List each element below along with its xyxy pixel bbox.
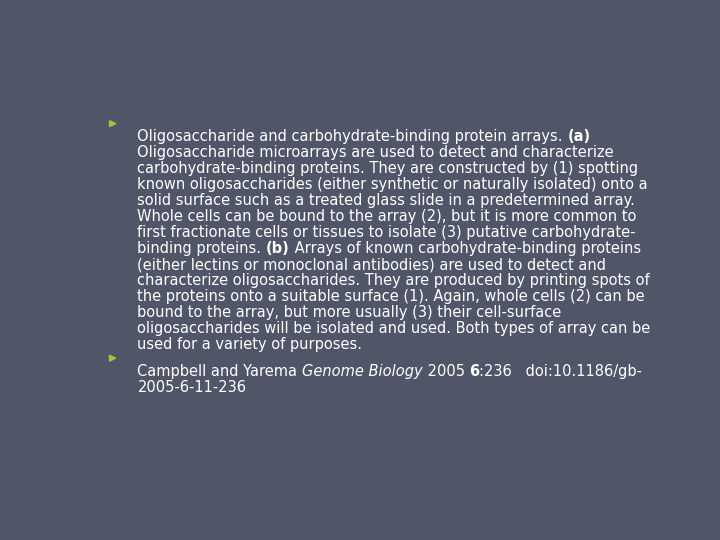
Text: (a): (a)	[567, 129, 590, 144]
Polygon shape	[109, 120, 116, 127]
Text: Genome Biology: Genome Biology	[302, 364, 423, 379]
Text: Arrays of known carbohydrate-binding proteins: Arrays of known carbohydrate-binding pro…	[290, 241, 641, 256]
Text: Campbell and Yarema: Campbell and Yarema	[138, 364, 302, 379]
Text: Whole cells can be bound to the array (2), but it is more common to: Whole cells can be bound to the array (2…	[138, 210, 636, 224]
Text: 2005: 2005	[423, 364, 469, 379]
Text: binding proteins.: binding proteins.	[138, 241, 266, 256]
Text: characterize oligosaccharides. They are produced by printing spots of: characterize oligosaccharides. They are …	[138, 273, 650, 288]
Text: solid surface such as a treated glass slide in a predetermined array.: solid surface such as a treated glass sl…	[138, 193, 635, 208]
Text: (either lectins or monoclonal antibodies) are used to detect and: (either lectins or monoclonal antibodies…	[138, 258, 606, 272]
Polygon shape	[109, 355, 116, 361]
Text: Oligosaccharide and carbohydrate-binding protein arrays.: Oligosaccharide and carbohydrate-binding…	[138, 129, 567, 144]
Text: used for a variety of purposes.: used for a variety of purposes.	[138, 338, 362, 353]
Text: 2005-6-11-236: 2005-6-11-236	[138, 380, 246, 395]
Text: the proteins onto a suitable surface (1). Again, whole cells (2) can be: the proteins onto a suitable surface (1)…	[138, 289, 645, 305]
Text: carbohydrate-binding proteins. They are constructed by (1) spotting: carbohydrate-binding proteins. They are …	[138, 161, 639, 176]
Text: known oligosaccharides (either synthetic or naturally isolated) onto a: known oligosaccharides (either synthetic…	[138, 177, 648, 192]
Text: :236   doi:10.1186/gb-: :236 doi:10.1186/gb-	[480, 364, 642, 379]
Text: (b): (b)	[266, 241, 290, 256]
Text: Oligosaccharide microarrays are used to detect and characterize: Oligosaccharide microarrays are used to …	[138, 145, 614, 160]
Text: first fractionate cells or tissues to isolate (3) putative carbohydrate-: first fractionate cells or tissues to is…	[138, 225, 636, 240]
Text: oligosaccharides will be isolated and used. Both types of array can be: oligosaccharides will be isolated and us…	[138, 321, 651, 336]
Text: 6: 6	[469, 364, 480, 379]
Text: bound to the array, but more usually (3) their cell-surface: bound to the array, but more usually (3)…	[138, 305, 562, 320]
